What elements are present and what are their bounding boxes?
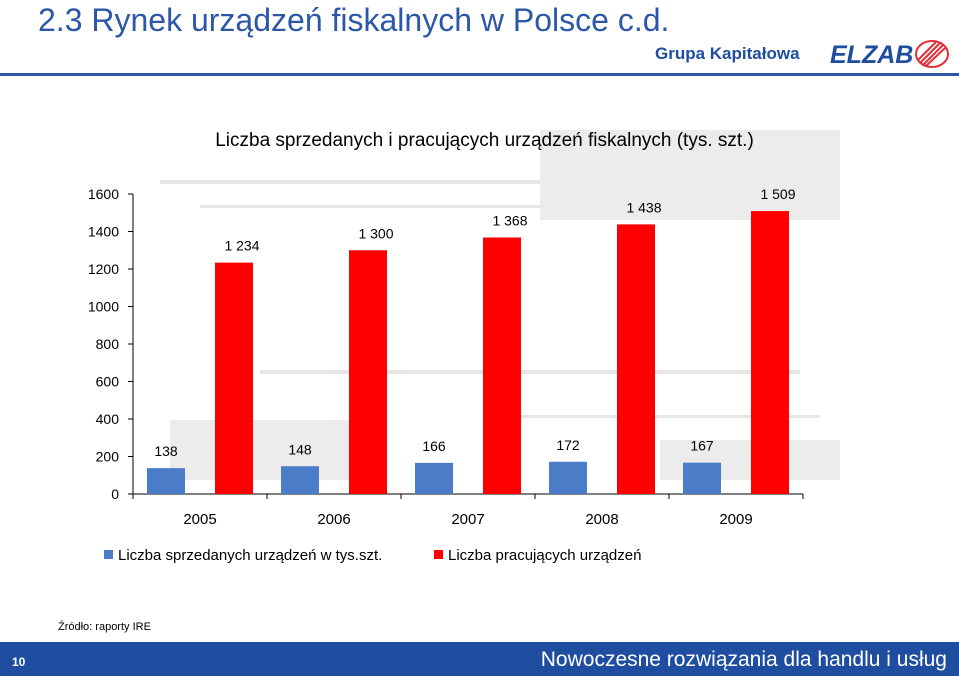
x-tick-label: 2005	[183, 511, 216, 528]
bar-sold	[415, 462, 453, 494]
footer-tagline: Nowoczesne rozwiązania dla handlu i usłu…	[540, 648, 947, 671]
y-tick-label: 0	[111, 486, 119, 502]
legend-swatch-working	[434, 550, 443, 559]
brand-label: Grupa Kapitałowa	[655, 44, 800, 63]
legend-label-working: Liczba pracujących urządzeń	[448, 547, 642, 564]
background-texture	[160, 130, 840, 480]
y-tick-label: 400	[96, 411, 120, 427]
bar-working	[215, 262, 253, 494]
elzab-logo: ELZAB	[830, 40, 949, 69]
x-tick-label: 2006	[317, 511, 350, 528]
legend-item-working: Liczba pracujących urządzeń	[434, 547, 641, 564]
data-label-sold: 138	[154, 443, 178, 459]
x-tick-label: 2007	[451, 511, 484, 528]
data-label-working: 1 438	[626, 199, 661, 215]
bar-sold	[683, 462, 721, 494]
data-label-working: 1 300	[358, 225, 393, 241]
x-tick-label: 2009	[719, 511, 752, 528]
page-number: 10	[12, 655, 26, 669]
y-tick-label: 1000	[88, 299, 119, 315]
bar-working	[349, 250, 387, 494]
bar-working	[751, 211, 789, 494]
data-label-working: 1 368	[492, 213, 527, 229]
legend-swatch-sold	[104, 550, 113, 559]
source-note: Źródło: raporty IRE	[58, 621, 151, 633]
bar-chart: 0 200 400 600 800 1000 1200 1400 1600 2005 2006 200…	[88, 186, 804, 528]
x-tick-label: 2008	[585, 511, 618, 528]
legend-label-sold: Liczba sprzedanych urządzeń w tys.szt.	[118, 547, 383, 564]
y-tick-label: 1400	[88, 224, 119, 240]
data-label-sold: 148	[288, 441, 312, 457]
bar-sold	[549, 461, 587, 494]
y-tick-label: 800	[96, 336, 120, 352]
y-tick-label: 200	[96, 449, 120, 465]
y-tick-label: 600	[96, 374, 120, 390]
slide-title: 2.3 Rynek urządzeń fiskalnych w Polsce c…	[38, 2, 670, 38]
y-tick-label: 1600	[88, 186, 119, 202]
footer-bar: 10 Nowoczesne rozwiązania dla handlu i u…	[0, 642, 959, 676]
logo-text: ELZAB	[830, 41, 913, 69]
legend-item-sold: Liczba sprzedanych urządzeń w tys.szt.	[104, 547, 382, 564]
data-label-sold: 166	[422, 438, 446, 454]
bar-sold	[281, 466, 319, 494]
data-label-working: 1 234	[224, 238, 259, 254]
data-label-sold: 167	[690, 438, 714, 454]
chart-title: Liczba sprzedanych i pracujących urządze…	[215, 130, 754, 151]
bar-working	[483, 237, 521, 494]
data-label-working: 1 509	[760, 186, 795, 202]
bar-sold	[147, 468, 185, 494]
bar-working	[617, 224, 655, 494]
data-label-sold: 172	[556, 437, 580, 453]
header-divider	[0, 73, 959, 76]
y-tick-label: 1200	[88, 261, 119, 277]
